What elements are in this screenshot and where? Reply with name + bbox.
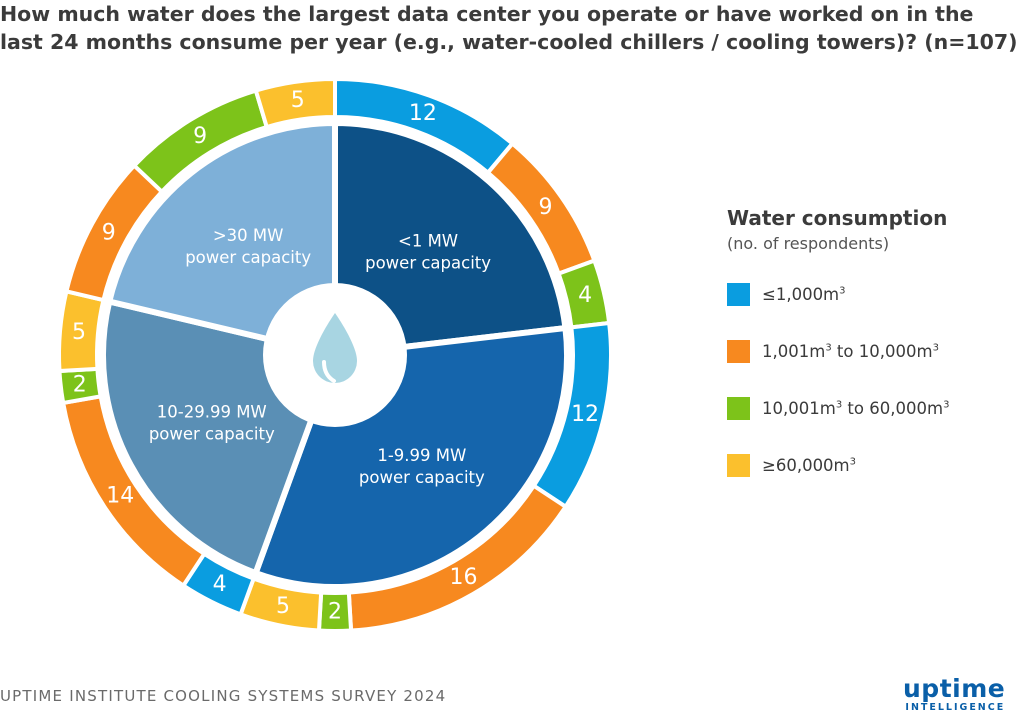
outer-segment-value: 5 [72,320,86,345]
legend-swatch [727,397,750,420]
outer-segment-value: 2 [328,600,342,625]
outer-segment-value: 5 [276,594,290,619]
inner-segment [105,119,338,359]
legend-label: ≥60,000m3 [762,456,857,475]
footer-source: UPTIME INSTITUTE COOLING SYSTEMS SURVEY … [0,687,447,705]
brand-subtitle: INTELLIGENCE [905,702,1006,713]
brand-name: uptime [903,674,1006,703]
outer-segment-value: 9 [539,195,553,220]
outer-segment-value: 9 [102,221,116,246]
inner-segment-label: <1 MW power capacity [365,231,491,272]
water-drop-icon [313,313,357,383]
legend-subtitle: (no. of respondents) [727,234,890,253]
legend-item: ≥60,000m3 [727,454,949,477]
outer-segment-value: 16 [450,565,478,590]
outer-segment-value: 12 [409,101,437,126]
outer-segment-value: 12 [571,402,599,427]
legend-swatch [727,340,750,363]
legend-label: 10,001m3 to 60,000m3 [762,399,950,418]
legend-label: 1,001m3 to 10,000m3 [762,342,939,361]
inner-segment-label: 10-29.99 MW power capacity [149,402,275,443]
outer-segment-value: 2 [73,372,87,397]
legend-item: ≤1,000m3 [727,283,949,306]
legend-swatch [727,454,750,477]
outer-segment-value: 14 [106,484,134,509]
legend-item: 1,001m3 to 10,000m3 [727,340,949,363]
outer-segment-value: 4 [213,572,227,597]
inner-ring [100,119,570,590]
legend-label: ≤1,000m3 [762,285,846,304]
brand-logo: uptime INTELLIGENCE [903,676,1005,714]
outer-segment-value: 4 [578,283,592,308]
inner-segment-label: 1-9.99 MW power capacity [359,446,485,487]
outer-ring [57,76,613,633]
outer-segment [253,76,337,130]
outer-segment-value: 9 [193,124,207,149]
legend-title: Water consumption [727,206,948,230]
legend: Water consumption (no. of respondents) ≤… [727,206,949,477]
outer-segment-value: 5 [291,88,305,113]
inner-segment-label: >30 MW power capacity [185,226,311,267]
legend-item: 10,001m3 to 60,000m3 [727,397,949,420]
legend-swatch [727,283,750,306]
inner-segment [332,119,569,359]
chart-title: How much water does the largest data cen… [0,2,1018,54]
